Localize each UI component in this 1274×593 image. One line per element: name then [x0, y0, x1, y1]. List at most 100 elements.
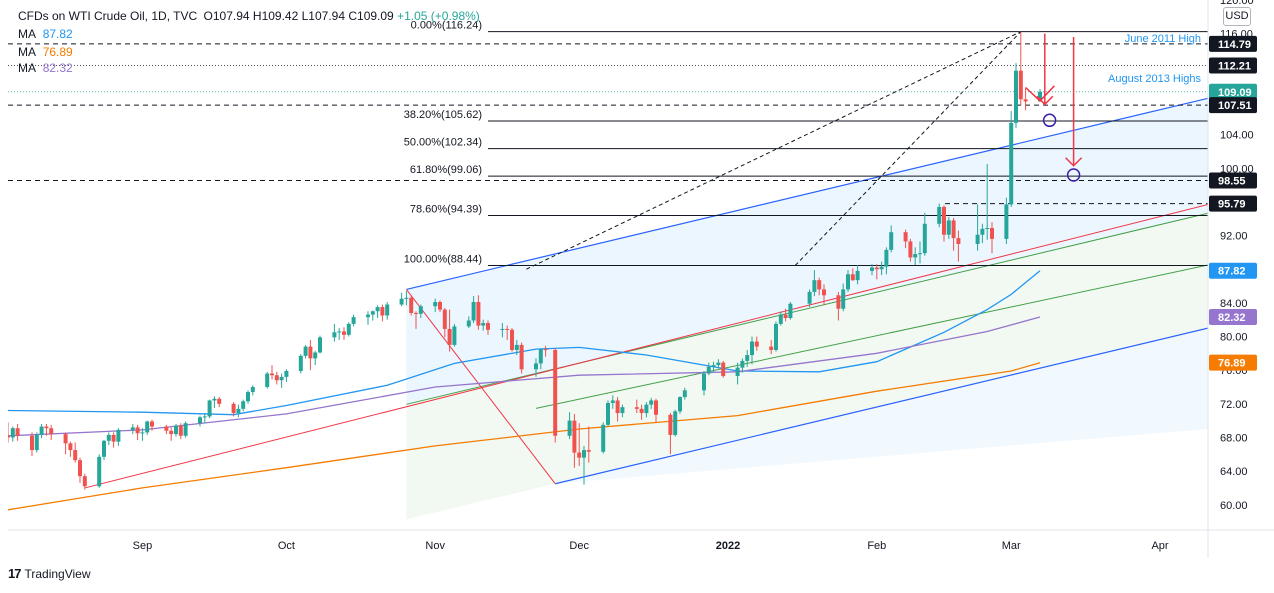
price-label: 114.79 — [1209, 35, 1257, 52]
candle-body — [399, 298, 404, 305]
candle-body — [116, 429, 121, 442]
candle-body — [246, 392, 250, 402]
candle-body — [510, 329, 514, 350]
candle — [370, 310, 375, 321]
price-label: 87.82 — [1209, 262, 1257, 279]
candle — [164, 424, 169, 435]
fib-diagonal — [526, 31, 1022, 270]
candle-body — [735, 367, 740, 377]
candle — [111, 432, 116, 448]
candle-body — [409, 297, 414, 313]
candle — [956, 230, 961, 262]
candle-body — [375, 307, 380, 312]
candle-body — [303, 346, 308, 356]
candle — [442, 307, 447, 338]
candle — [476, 295, 481, 330]
y-tick-label: 104.00 — [1220, 130, 1254, 142]
candle — [414, 311, 418, 329]
candle — [538, 348, 543, 370]
candle — [150, 419, 154, 431]
candle-body — [975, 234, 980, 244]
candle — [308, 339, 313, 371]
symbol-name: CFDs on WTI Crude Oil, 1D, TVC — [18, 9, 198, 23]
candle-body — [308, 346, 313, 359]
currency-button[interactable]: USD — [1223, 7, 1251, 26]
candle-body — [884, 249, 889, 267]
candle-body — [879, 266, 884, 270]
candle-body — [553, 349, 558, 436]
low-value: 107.94 — [308, 9, 345, 23]
candle — [198, 415, 202, 427]
ma-label: MA — [18, 45, 36, 59]
price-label-text: 109.09 — [1218, 87, 1252, 99]
ma-legend-1[interactable]: MA 87.82 — [18, 27, 73, 41]
close-label: C — [348, 9, 358, 23]
tv-logo-icon: 17 — [8, 566, 22, 581]
fib-level-label: 50.00%(102.34) — [404, 137, 482, 149]
ma-legend-2[interactable]: MA 76.89 — [18, 45, 73, 59]
candle — [30, 432, 34, 456]
candle — [1004, 197, 1009, 244]
candle — [586, 426, 591, 463]
candle — [73, 442, 78, 463]
price-label: 109.09 — [1209, 83, 1257, 100]
candle — [466, 316, 471, 329]
candle — [514, 339, 519, 356]
brand-label: TradingView — [24, 566, 91, 581]
annotation-august-2013: August 2013 Highs — [1108, 73, 1201, 85]
candle-body — [284, 371, 289, 377]
candle — [1023, 87, 1028, 111]
candle-body — [342, 331, 346, 335]
candle — [385, 302, 390, 320]
candle-body — [1004, 204, 1009, 239]
candle — [913, 247, 918, 265]
candle-body — [102, 440, 106, 457]
candle — [375, 305, 380, 318]
candle-body — [250, 386, 255, 393]
candle — [908, 238, 913, 262]
candle-body — [279, 376, 284, 381]
candle-body — [44, 426, 49, 429]
candle-body — [610, 400, 615, 403]
candle — [639, 404, 644, 420]
candle-body — [418, 306, 423, 314]
y-tick-label: 64.00 — [1220, 466, 1248, 478]
ma-legend-3[interactable]: MA 82.32 — [18, 61, 73, 75]
candle-body — [807, 291, 812, 304]
candle-body — [918, 253, 922, 255]
price-label-text: 112.21 — [1218, 61, 1251, 73]
price-label-bg — [1209, 57, 1257, 74]
tradingview-footer[interactable]: 17 TradingView — [8, 566, 91, 581]
candle-body — [822, 289, 826, 296]
candle-body — [769, 346, 774, 350]
candle — [1018, 31, 1023, 106]
candle — [519, 342, 524, 374]
candle — [102, 439, 106, 461]
price-label: 95.79 — [1209, 195, 1257, 212]
candle-body — [673, 411, 678, 435]
candle-body — [442, 309, 447, 329]
candle-body — [174, 425, 178, 435]
candle-body — [534, 363, 538, 370]
open-value: 107.94 — [212, 9, 250, 23]
candle-body — [711, 365, 716, 367]
candle-body — [385, 304, 390, 316]
candle — [582, 445, 586, 485]
candle — [980, 223, 985, 244]
candle-body — [788, 303, 793, 318]
moving-average-line — [8, 270, 1041, 416]
candle — [78, 457, 82, 483]
candle-body — [678, 397, 682, 412]
candle — [644, 402, 649, 418]
candle-body — [34, 434, 39, 451]
close-value: 109.09 — [357, 9, 394, 23]
ma-value: 87.82 — [42, 27, 73, 41]
y-tick-label: 60.00 — [1220, 500, 1248, 512]
candle — [116, 428, 121, 446]
candle-body — [207, 400, 212, 417]
price-label-bg — [1209, 195, 1257, 212]
price-label: 76.89 — [1209, 354, 1257, 371]
candle-body — [620, 407, 625, 414]
target-arrow-1-head — [1036, 95, 1054, 106]
